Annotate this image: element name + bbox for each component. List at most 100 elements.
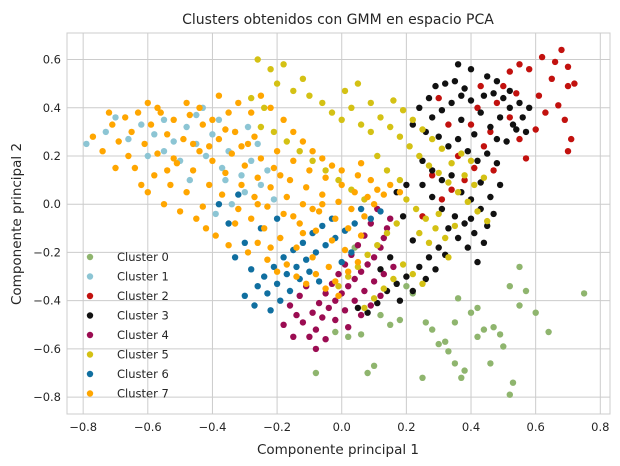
x-tick-label: 0.4 xyxy=(462,420,480,434)
data-point xyxy=(451,319,459,326)
data-point xyxy=(290,87,297,95)
data-point xyxy=(312,326,320,333)
data-point xyxy=(212,210,219,218)
data-point xyxy=(338,116,345,124)
data-point xyxy=(309,148,316,155)
data-point xyxy=(257,92,265,99)
data-point xyxy=(419,126,426,133)
x-tick-label: −0.8 xyxy=(69,420,97,434)
data-point xyxy=(429,326,436,333)
data-point xyxy=(364,261,371,268)
data-point xyxy=(467,157,475,164)
data-point xyxy=(144,189,151,196)
data-point xyxy=(474,157,481,164)
data-point xyxy=(312,369,320,377)
data-point xyxy=(390,97,397,104)
data-point xyxy=(341,87,349,95)
data-point xyxy=(270,128,278,136)
data-point xyxy=(141,140,148,148)
data-point xyxy=(105,109,113,116)
data-point xyxy=(138,181,145,189)
data-point xyxy=(215,116,223,124)
data-point xyxy=(151,172,158,179)
data-point xyxy=(338,258,345,266)
data-point xyxy=(309,205,316,213)
data-point xyxy=(432,82,439,90)
data-point xyxy=(354,304,362,312)
y-tick-label: 0.4 xyxy=(43,101,61,115)
data-point xyxy=(112,164,119,172)
data-point xyxy=(315,208,323,215)
data-point xyxy=(151,131,158,138)
x-tick-label: 0.2 xyxy=(397,420,415,434)
data-point xyxy=(332,328,339,336)
data-point xyxy=(399,213,407,220)
data-point xyxy=(280,116,287,124)
data-point xyxy=(176,208,184,215)
data-point xyxy=(241,189,248,196)
data-point xyxy=(241,162,248,169)
data-point xyxy=(471,229,478,237)
data-point xyxy=(357,331,365,338)
data-point xyxy=(409,116,416,124)
data-point xyxy=(490,167,497,174)
data-point xyxy=(396,316,404,324)
data-point xyxy=(387,181,394,189)
data-point xyxy=(306,268,313,275)
data-point xyxy=(332,316,339,324)
data-point xyxy=(493,99,501,107)
data-point xyxy=(409,121,416,128)
data-point xyxy=(254,174,261,181)
data-point xyxy=(387,215,394,222)
data-point xyxy=(490,324,497,331)
data-point xyxy=(387,123,394,131)
data-point xyxy=(500,343,507,350)
data-point xyxy=(134,109,142,116)
data-point xyxy=(451,213,459,220)
x-tick-label: 0.6 xyxy=(527,420,545,434)
data-point xyxy=(99,148,106,155)
data-point xyxy=(490,210,497,218)
data-point xyxy=(422,275,429,283)
data-point xyxy=(115,138,122,145)
data-point xyxy=(345,273,352,280)
data-point xyxy=(493,135,501,143)
data-point xyxy=(322,167,329,174)
data-point xyxy=(354,258,362,266)
data-point xyxy=(374,152,381,160)
data-point xyxy=(270,196,278,203)
data-point xyxy=(548,75,555,83)
series-cluster-3 xyxy=(354,61,533,316)
data-point xyxy=(522,128,530,136)
data-point xyxy=(513,126,520,133)
data-point xyxy=(377,266,384,273)
data-point xyxy=(383,229,391,237)
data-point xyxy=(509,379,517,386)
data-point xyxy=(335,270,342,278)
data-point xyxy=(454,295,462,302)
data-point xyxy=(170,155,177,162)
data-point xyxy=(296,292,303,299)
data-point xyxy=(351,220,358,227)
data-point xyxy=(377,208,384,215)
y-tick-label: −0.6 xyxy=(33,342,61,356)
data-point xyxy=(293,244,300,251)
data-point xyxy=(516,302,523,309)
data-point xyxy=(458,92,465,99)
data-point xyxy=(361,213,368,220)
data-point xyxy=(83,140,90,148)
data-point xyxy=(277,297,284,304)
data-point xyxy=(538,53,546,61)
data-point xyxy=(254,239,261,246)
data-point xyxy=(315,278,323,285)
data-point xyxy=(322,290,329,297)
data-point xyxy=(522,155,530,162)
data-point xyxy=(506,104,513,112)
data-point xyxy=(516,99,523,107)
data-point xyxy=(480,174,488,181)
data-point xyxy=(564,63,572,70)
data-point xyxy=(480,92,488,99)
data-point xyxy=(380,191,387,198)
data-point xyxy=(516,61,523,68)
data-point xyxy=(277,234,284,242)
